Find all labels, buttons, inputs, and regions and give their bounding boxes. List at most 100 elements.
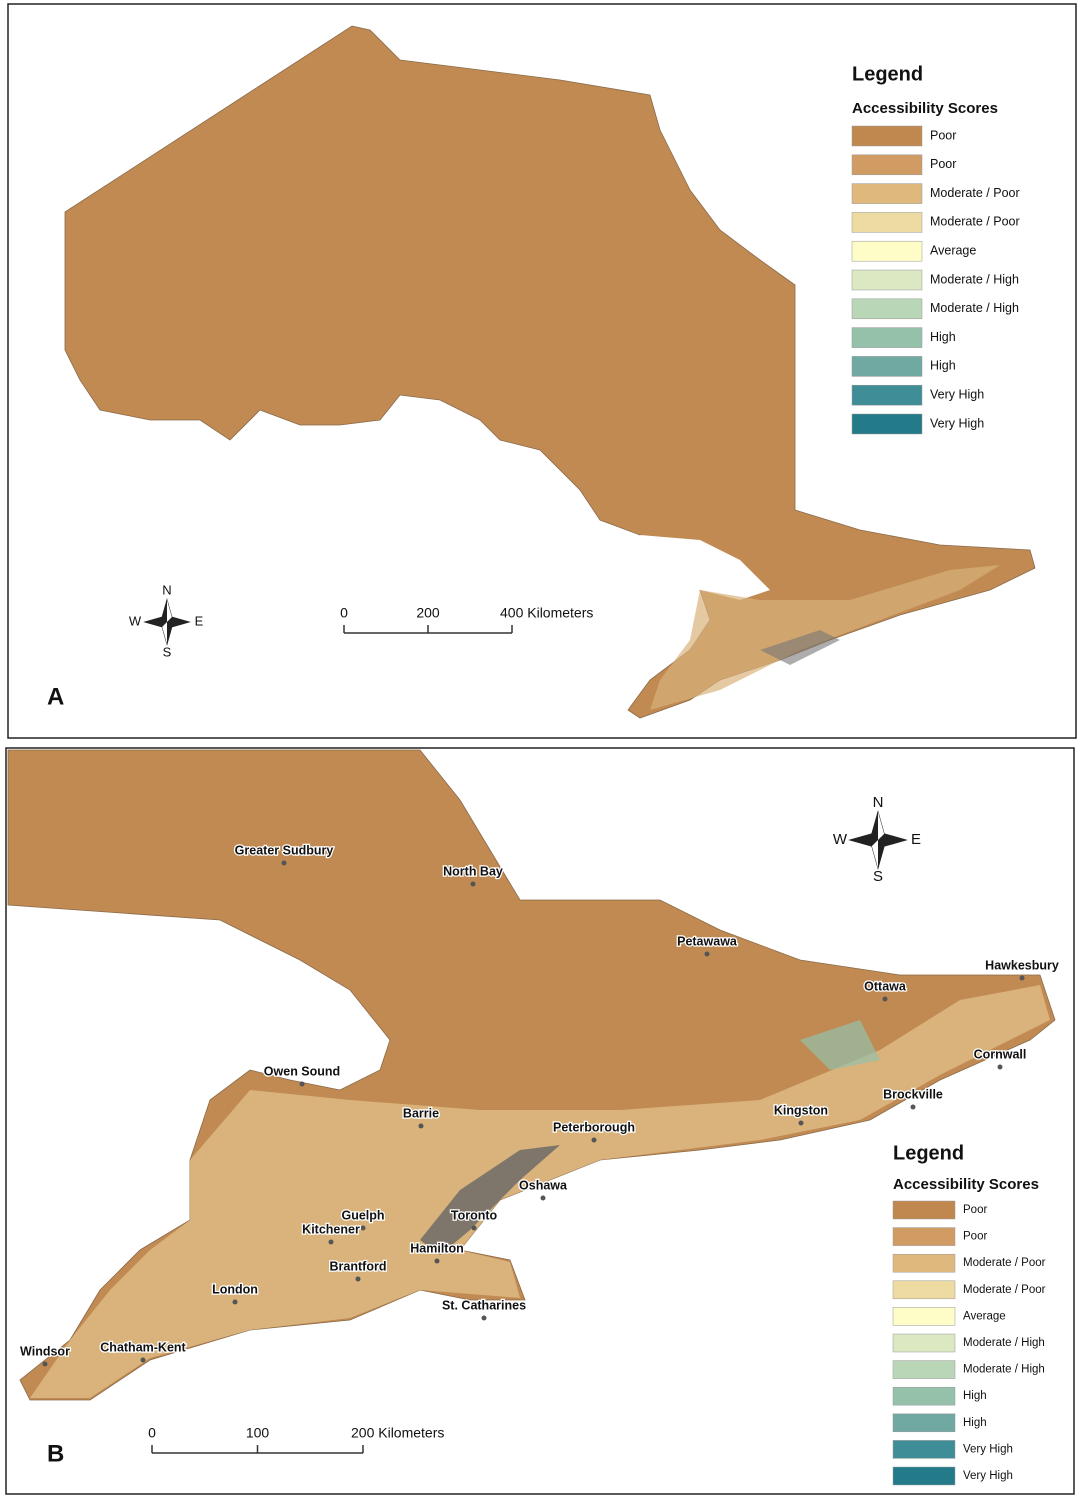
legend-swatch bbox=[851, 240, 923, 262]
legend-label: Moderate / Poor bbox=[930, 215, 1020, 229]
city-dot bbox=[471, 1225, 477, 1231]
legend-label: Very High bbox=[963, 1470, 1013, 1482]
city-label: Guelph bbox=[341, 1208, 384, 1222]
compass-letter: W bbox=[129, 613, 142, 628]
legend-label: High bbox=[930, 359, 956, 373]
city-dot bbox=[232, 1299, 238, 1305]
legend-label: Average bbox=[963, 1310, 1006, 1322]
lake bbox=[640, 535, 770, 600]
compass-rose bbox=[871, 812, 885, 868]
legend-swatch bbox=[851, 154, 923, 176]
city-dot bbox=[355, 1276, 361, 1282]
legend-swatch bbox=[851, 298, 923, 320]
compass-letter: N bbox=[162, 582, 171, 597]
city-label: Chatham-Kent bbox=[100, 1340, 186, 1354]
mixed-region bbox=[30, 985, 1050, 1398]
legend-label: High bbox=[963, 1417, 987, 1429]
panel-label: A bbox=[47, 683, 64, 710]
city-label: St. Catharines bbox=[442, 1298, 526, 1312]
legend-label: Poor bbox=[930, 157, 956, 171]
scale-label: 200 bbox=[416, 605, 440, 621]
city-dot bbox=[42, 1361, 48, 1367]
city-label: Peterborough bbox=[553, 1120, 635, 1134]
scale-label: 100 bbox=[246, 1425, 270, 1441]
city-dot bbox=[299, 1081, 305, 1087]
legend-label: Moderate / Poor bbox=[930, 186, 1020, 200]
city-dot bbox=[360, 1225, 366, 1231]
legend-label: High bbox=[930, 330, 956, 344]
legend-swatch bbox=[892, 1227, 956, 1246]
legend-swatch bbox=[892, 1386, 956, 1406]
legend-swatch bbox=[892, 1200, 956, 1220]
legend-swatch bbox=[851, 384, 923, 406]
city-dot bbox=[882, 996, 888, 1002]
legend-subtitle: Accessibility Scores bbox=[893, 1176, 1039, 1193]
city-dot bbox=[434, 1258, 440, 1264]
legend-swatch bbox=[851, 183, 923, 204]
legend-label: Very High bbox=[930, 416, 984, 430]
legend-label: Poor bbox=[930, 128, 956, 142]
city-label: London bbox=[212, 1282, 258, 1296]
legend-label: Poor bbox=[963, 1231, 987, 1243]
city-label: Owen Sound bbox=[264, 1064, 340, 1078]
legend-label: Average bbox=[930, 243, 976, 257]
legend-subtitle: Accessibility Scores bbox=[852, 100, 998, 117]
scale-label: 0 bbox=[340, 605, 348, 621]
city-label: North Bay bbox=[443, 864, 503, 878]
lake bbox=[130, 920, 370, 1070]
city-label: Kingston bbox=[774, 1103, 828, 1117]
legend-swatch bbox=[892, 1253, 956, 1273]
scale-label: 400 Kilometers bbox=[500, 605, 593, 621]
legend-label: Moderate / High bbox=[930, 272, 1019, 286]
legend-swatch bbox=[892, 1280, 956, 1300]
legend-swatch bbox=[851, 327, 923, 348]
legend-label: Very High bbox=[963, 1443, 1013, 1455]
compass-letter: S bbox=[163, 644, 172, 659]
legend-swatch bbox=[851, 269, 923, 291]
city-dot bbox=[910, 1104, 916, 1110]
compass-letter: E bbox=[195, 613, 204, 628]
legend-swatch bbox=[892, 1413, 956, 1433]
city-label: Hawkesbury bbox=[985, 958, 1059, 972]
legend-title: Legend bbox=[852, 63, 923, 85]
city-dot bbox=[540, 1195, 546, 1201]
city-label: Windsor bbox=[20, 1344, 70, 1358]
city-label: Toronto bbox=[451, 1208, 498, 1222]
urban-region bbox=[420, 1145, 560, 1255]
compass-letter: E bbox=[911, 831, 921, 848]
scale-label: 200 Kilometers bbox=[351, 1425, 444, 1441]
city-dot bbox=[418, 1123, 424, 1129]
legend-label: Moderate / High bbox=[963, 1364, 1045, 1376]
legend-swatch bbox=[892, 1360, 956, 1379]
city-dot bbox=[591, 1137, 597, 1143]
city-label: Brantford bbox=[330, 1259, 387, 1273]
panel-label: B bbox=[47, 1440, 64, 1467]
city-label: Brockville bbox=[883, 1087, 943, 1101]
legend-label: High bbox=[963, 1390, 987, 1402]
legend-swatch bbox=[851, 356, 923, 377]
city-dot bbox=[470, 881, 476, 887]
urban-region bbox=[760, 630, 840, 665]
city-dot bbox=[704, 951, 710, 957]
legend-label: Moderate / Poor bbox=[963, 1284, 1046, 1296]
city-label: Petawawa bbox=[677, 934, 738, 948]
compass-rose bbox=[162, 600, 172, 644]
legend-swatch bbox=[892, 1333, 956, 1353]
city-label: Ottawa bbox=[864, 979, 907, 993]
city-dot bbox=[1019, 975, 1025, 981]
high-region bbox=[800, 1020, 880, 1070]
compass-letter: W bbox=[833, 831, 848, 848]
scale-label: 0 bbox=[148, 1425, 156, 1441]
legend-title: Legend bbox=[893, 1142, 964, 1164]
city-dot bbox=[328, 1239, 334, 1245]
legend-label: Very High bbox=[930, 387, 984, 401]
legend-swatch bbox=[851, 212, 923, 233]
city-dot bbox=[281, 860, 287, 866]
legend-swatch bbox=[892, 1440, 956, 1459]
city-label: Barrie bbox=[403, 1106, 439, 1120]
city-dot bbox=[481, 1315, 487, 1321]
legend-swatch bbox=[892, 1307, 956, 1326]
city-dot bbox=[140, 1357, 146, 1363]
